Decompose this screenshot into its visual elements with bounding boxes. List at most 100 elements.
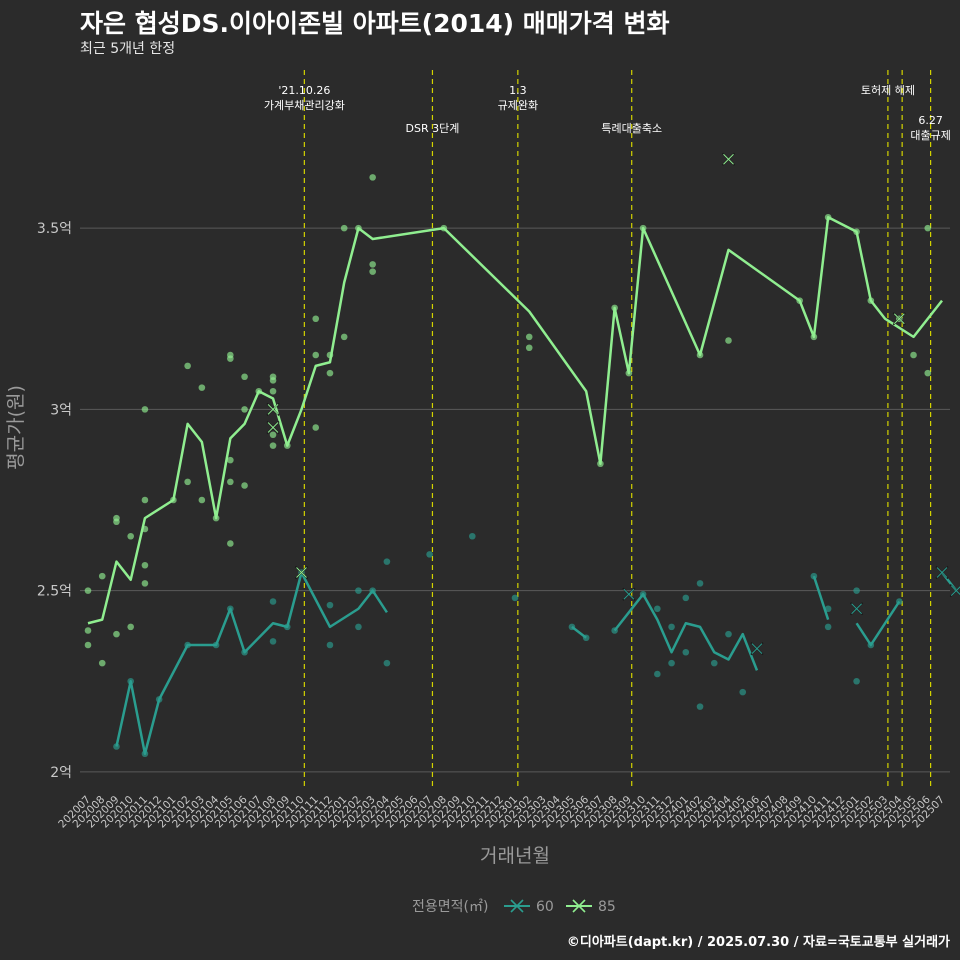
- y-tick-label: 3.5억: [37, 221, 72, 237]
- chart-title: 자은 협성DS.이아이존빌 아파트(2014) 매매가격 변화: [80, 9, 670, 38]
- data-point-60: [511, 594, 519, 602]
- data-point-60: [426, 551, 433, 558]
- cross-stroke: [851, 603, 862, 615]
- data-point-60: [269, 638, 277, 645]
- data-point-85: [184, 362, 191, 370]
- legend-swatch-cross: [572, 899, 586, 913]
- data-point-60: [696, 580, 704, 587]
- data-point-85: [98, 572, 106, 580]
- data-point-85: [241, 406, 248, 413]
- y-axis-title: 평균가(원): [5, 385, 27, 470]
- cross-stroke: [723, 153, 734, 165]
- event-label: 토허제 해제: [861, 83, 915, 97]
- y-tick-label: 3억: [50, 402, 72, 418]
- cross-marker-85: [721, 152, 736, 166]
- data-point-60: [682, 594, 690, 602]
- data-point-85: [269, 442, 277, 449]
- data-point-85: [141, 561, 149, 569]
- data-point-85: [84, 587, 92, 594]
- data-point-85: [84, 627, 92, 634]
- data-point-85: [340, 224, 348, 232]
- data-point-85: [141, 406, 149, 413]
- data-point-85: [725, 337, 732, 344]
- cross-stroke: [296, 567, 307, 578]
- data-point-85: [340, 333, 348, 341]
- data-point-85: [924, 224, 932, 232]
- data-point-85: [312, 424, 320, 431]
- data-point-60: [326, 601, 334, 609]
- data-point-60: [853, 677, 860, 685]
- legend-title: 전용면적(㎡): [412, 899, 488, 915]
- data-point-85: [269, 431, 277, 439]
- data-point-60: [824, 623, 832, 631]
- cross-marker-60: [850, 602, 864, 616]
- data-point-85: [141, 580, 149, 587]
- legend-item-60: 60: [504, 899, 554, 915]
- data-point-85: [369, 261, 376, 268]
- data-point-60: [269, 598, 277, 605]
- series-line-85: [87, 216, 943, 625]
- data-point-85: [113, 514, 120, 522]
- data-point-85: [312, 351, 320, 359]
- data-point-60: [383, 659, 391, 667]
- y-tick-label: 2억: [50, 765, 72, 781]
- data-point-85: [227, 456, 234, 464]
- cross-marker-60: [622, 587, 636, 601]
- series-line-60: [115, 571, 388, 755]
- data-point-85: [227, 540, 234, 547]
- data-point-85: [84, 641, 92, 649]
- data-point-85: [910, 351, 917, 359]
- data-point-60: [725, 630, 732, 638]
- data-point-85: [525, 333, 533, 341]
- event-label: 대출규제: [910, 129, 950, 142]
- data-point-60: [696, 703, 704, 710]
- event-label: 가계부채관리강화: [264, 99, 345, 112]
- data-point-60: [355, 623, 362, 631]
- legend-item-85: 85: [566, 899, 616, 915]
- cross-stroke: [623, 588, 635, 600]
- legend-swatch-cross: [510, 899, 524, 913]
- data-point-85: [141, 496, 149, 504]
- cross-marker-85: [266, 420, 280, 435]
- legend-label: 60: [536, 899, 554, 915]
- data-point-60: [824, 605, 832, 613]
- data-point-60: [682, 648, 690, 656]
- data-point-60: [355, 587, 362, 594]
- cross-marker-85: [892, 312, 906, 326]
- data-point-60: [739, 688, 747, 696]
- data-point-85: [924, 369, 932, 377]
- data-point-85: [184, 478, 191, 486]
- legend: 전용면적(㎡) 60 85: [412, 899, 616, 915]
- data-point-85: [227, 351, 234, 359]
- series-line-60: [855, 600, 901, 647]
- event-label: 특례대출축소: [601, 122, 662, 135]
- cross-marker-85: [266, 402, 280, 416]
- legend-label: 85: [598, 899, 616, 915]
- cross-stroke: [751, 643, 763, 654]
- data-point-85: [241, 373, 248, 381]
- data-point-60: [668, 623, 675, 631]
- data-point-85: [198, 384, 206, 391]
- cross-stroke: [267, 422, 279, 433]
- x-axis-title: 거래년월: [480, 845, 550, 867]
- data-point-60: [383, 558, 391, 565]
- data-point-85: [369, 174, 376, 181]
- data-point-85: [269, 373, 277, 381]
- series-line-60: [812, 575, 830, 621]
- data-point-85: [198, 496, 206, 504]
- cross-marker-60: [935, 565, 949, 580]
- data-point-60: [710, 659, 718, 667]
- data-point-85: [127, 623, 134, 631]
- data-point-60: [654, 605, 661, 613]
- data-point-60: [654, 670, 661, 678]
- y-tick-label: 2.5억: [37, 584, 72, 600]
- cross-stroke: [893, 313, 905, 325]
- event-label: 6.27: [918, 114, 943, 127]
- data-point-60: [853, 587, 860, 594]
- data-point-85: [312, 315, 320, 323]
- cross-marker-60: [949, 584, 960, 598]
- cross-stroke: [267, 404, 279, 415]
- series-line-60: [571, 625, 587, 639]
- event-label: 1.3: [509, 84, 527, 97]
